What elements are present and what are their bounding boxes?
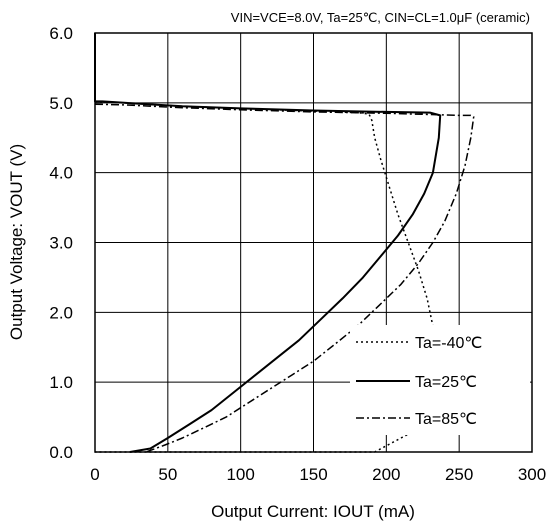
y-tick-label: 4.0 (49, 164, 73, 183)
series-line-ta-25 (94, 33, 442, 453)
y-tick-label: 0.0 (49, 443, 73, 462)
tick-labels: 0 50 100 150 200 250 300 0.0 1.0 2.0 3.0 4.0 5.0 6.0 (49, 24, 546, 484)
y-tick-label: 5.0 (49, 94, 73, 113)
x-tick-label: 300 (518, 465, 546, 484)
y-axis-label: Output Voltage: VOUT (V) (7, 144, 26, 340)
x-tick-label: 250 (445, 465, 473, 484)
x-axis-label: Output Current: IOUT (mA) (211, 502, 415, 521)
y-tick-label: 2.0 (49, 303, 73, 322)
x-tick-label: 200 (372, 465, 400, 484)
x-tick-label: 50 (158, 465, 177, 484)
y-tick-label: 1.0 (49, 373, 73, 392)
legend-label-ta-25: Ta=25℃ (415, 374, 477, 391)
legend-label-ta-minus40: Ta=-40℃ (415, 335, 482, 352)
series-lines (94, 33, 475, 453)
legend-label-ta-85: Ta=85℃ (415, 411, 477, 428)
plot-frame (94, 32, 533, 453)
x-tick-label: 100 (226, 465, 254, 484)
y-tick-label: 3.0 (49, 234, 73, 253)
x-tick-label: 150 (299, 465, 327, 484)
y-tick-label: 6.0 (49, 24, 73, 43)
chart-conditions: VIN=VCE=8.0V, Ta=25℃, CIN=CL=1.0μF (cera… (231, 10, 530, 25)
legend: Ta=-40℃ Ta=25℃ Ta=85℃ (350, 325, 530, 435)
series-line-ta-85 (94, 103, 475, 453)
x-tick-label: 0 (90, 465, 99, 484)
